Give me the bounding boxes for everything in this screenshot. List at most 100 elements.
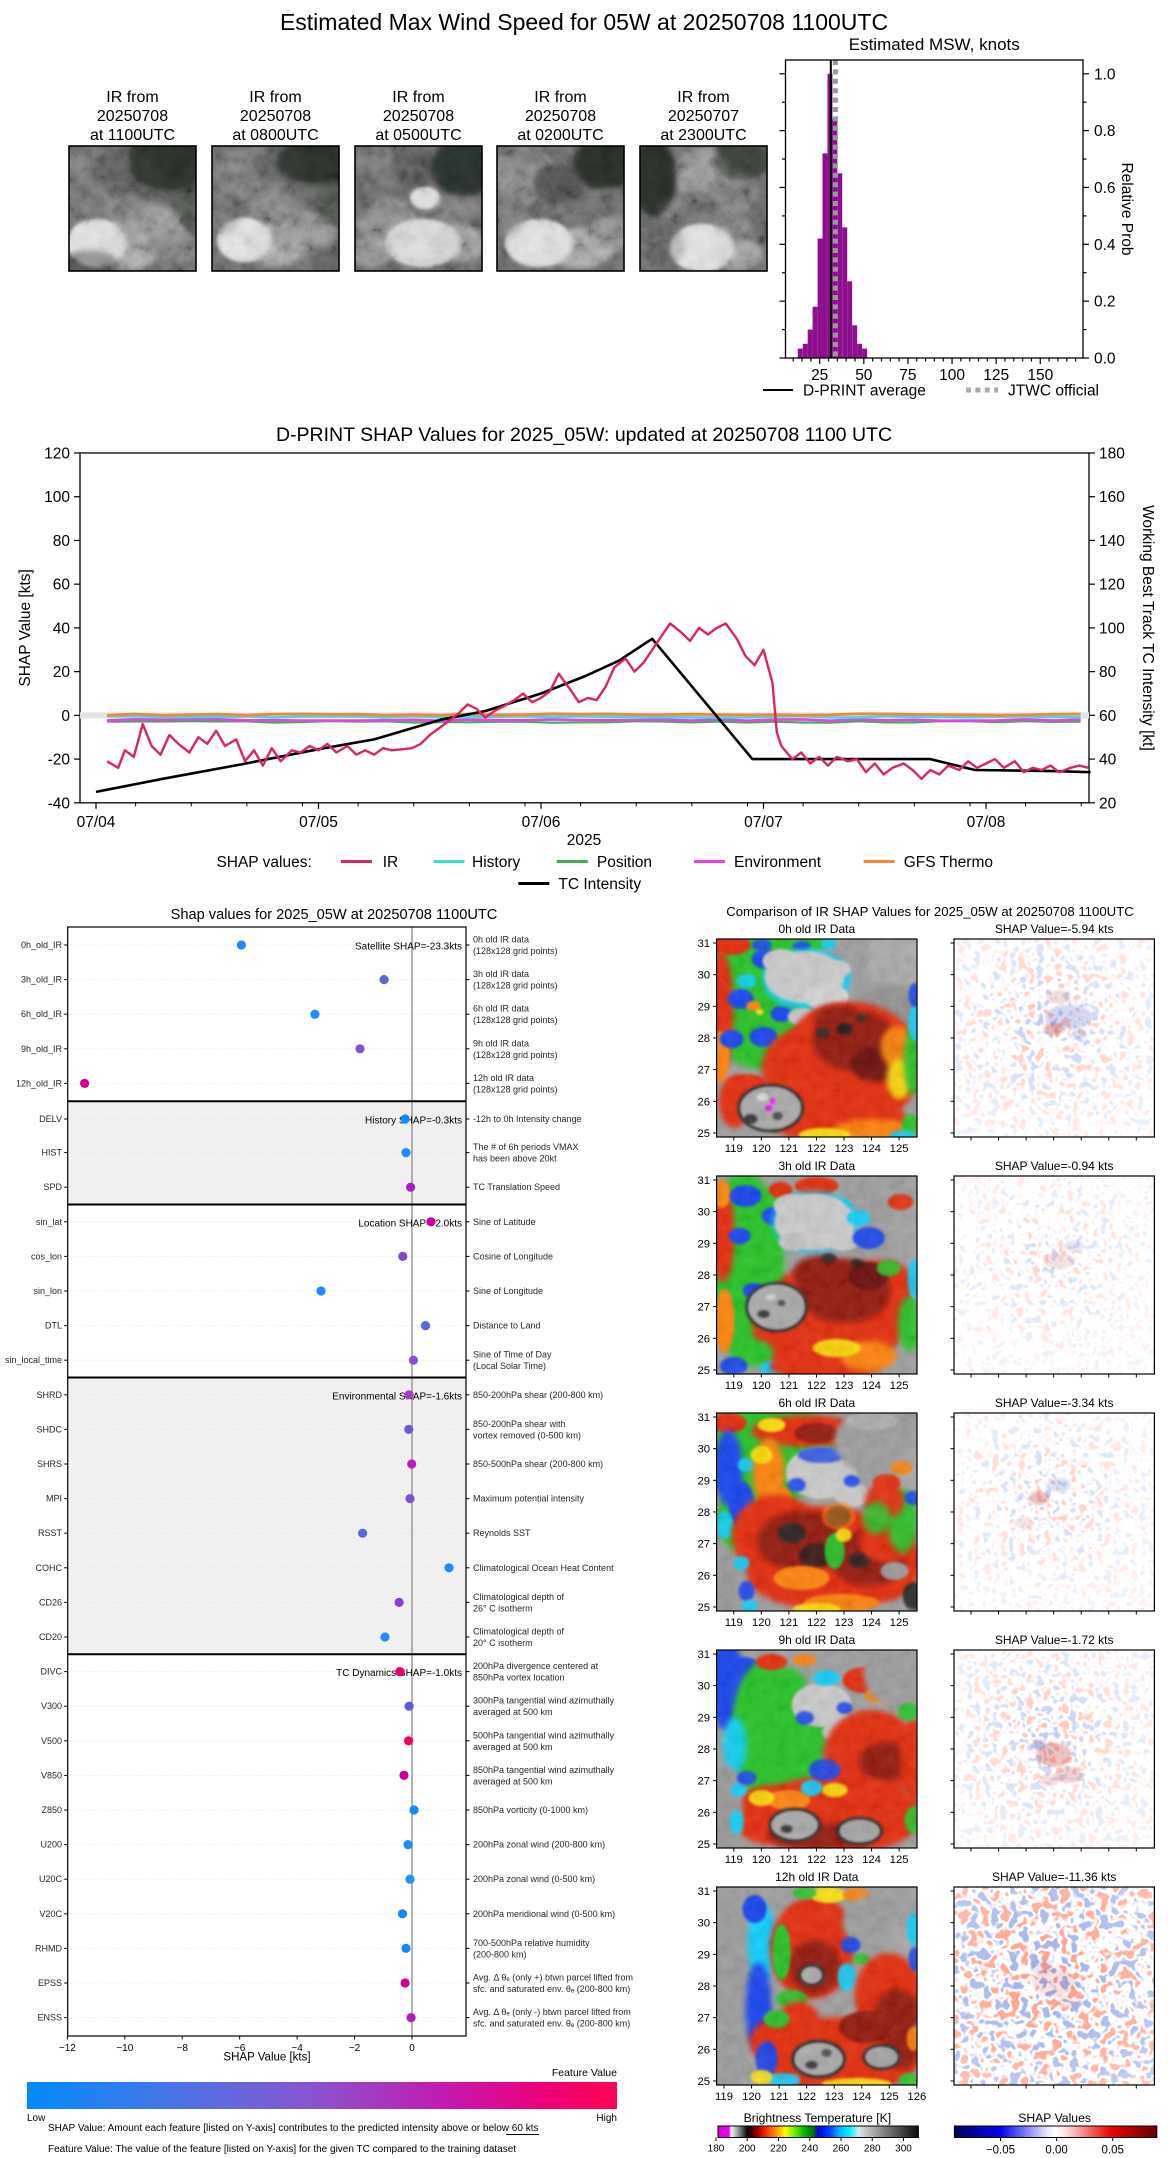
- svg-text:31: 31: [698, 1649, 711, 1661]
- svg-text:Estimated MSW, knots: Estimated MSW, knots: [849, 35, 1020, 54]
- svg-text:124: 124: [852, 2091, 871, 2103]
- svg-text:220: 220: [770, 2144, 787, 2155]
- svg-text:sin_lon: sin_lon: [33, 1286, 62, 1296]
- svg-text:1.0: 1.0: [1094, 66, 1116, 83]
- svg-text:IR from: IR from: [534, 89, 586, 106]
- svg-text:History: History: [472, 854, 520, 871]
- svg-text:60: 60: [53, 577, 71, 594]
- svg-text:(128x128 grid points): (128x128 grid points): [473, 1084, 558, 1094]
- svg-text:26: 26: [698, 1807, 711, 1819]
- svg-text:D-PRINT average: D-PRINT average: [803, 383, 926, 400]
- svg-text:120: 120: [742, 2091, 761, 2103]
- svg-text:-12h to 0h Intensity change: -12h to 0h Intensity change: [473, 1114, 582, 1124]
- svg-text:vortex removed (0-500 km): vortex removed (0-500 km): [473, 1430, 581, 1440]
- svg-text:26: 26: [698, 1096, 711, 1108]
- svg-text:Climatological depth of: Climatological depth of: [473, 1592, 565, 1602]
- svg-text:29: 29: [698, 1949, 711, 1961]
- svg-text:Feature Value: The value of th: Feature Value: The value of the feature …: [48, 2144, 516, 2155]
- svg-text:07/06: 07/06: [522, 814, 561, 831]
- svg-text:121: 121: [770, 2091, 789, 2103]
- svg-text:sin_lat: sin_lat: [36, 1217, 63, 1227]
- svg-text:Relative Prob: Relative Prob: [1118, 162, 1135, 255]
- svg-text:25: 25: [698, 1839, 711, 1851]
- svg-text:27: 27: [698, 1302, 711, 1314]
- svg-text:sin_local_time: sin_local_time: [5, 1355, 62, 1365]
- svg-text:Feature Value: Feature Value: [552, 2067, 617, 2079]
- svg-text:125: 125: [880, 2091, 899, 2103]
- svg-text:−10: −10: [116, 2043, 133, 2054]
- svg-text:Reynolds SST: Reynolds SST: [473, 1528, 531, 1538]
- svg-text:100: 100: [1099, 620, 1125, 637]
- svg-text:30: 30: [698, 1444, 711, 1456]
- svg-text:Maximum potential intensity: Maximum potential intensity: [473, 1494, 585, 1504]
- svg-text:31: 31: [698, 1412, 711, 1424]
- svg-text:at 0800UTC: at 0800UTC: [232, 127, 318, 144]
- svg-text:IR from: IR from: [392, 89, 444, 106]
- svg-text:ENSS: ENSS: [37, 2013, 62, 2023]
- svg-text:9h_old_IR: 9h_old_IR: [21, 1044, 63, 1054]
- svg-text:SHAP Value=-11.36 kts: SHAP Value=-11.36 kts: [992, 1870, 1116, 1884]
- svg-text:180: 180: [708, 2144, 725, 2155]
- svg-text:sfc. and saturated env. θₑ (20: sfc. and saturated env. θₑ (200-800 km): [473, 1984, 630, 1994]
- svg-text:31: 31: [698, 938, 711, 950]
- svg-text:20: 20: [1099, 795, 1117, 812]
- svg-text:(200-800 km): (200-800 km): [473, 1949, 527, 1959]
- svg-text:120: 120: [752, 1143, 771, 1155]
- svg-text:SHAP values:: SHAP values:: [216, 854, 311, 871]
- svg-text:25: 25: [698, 1602, 711, 1614]
- svg-text:0.0: 0.0: [1094, 351, 1116, 368]
- svg-text:126: 126: [907, 2091, 926, 2103]
- svg-text:Working Best Track TC Intensit: Working Best Track TC Intensity [kt]: [1139, 505, 1156, 751]
- svg-text:(128x128 grid points): (128x128 grid points): [473, 1015, 558, 1025]
- svg-text:40: 40: [53, 620, 71, 637]
- svg-text:averaged at 500 km: averaged at 500 km: [473, 1707, 553, 1717]
- svg-text:−6: −6: [234, 2043, 246, 2054]
- svg-text:DELV: DELV: [39, 1114, 62, 1124]
- svg-text:−2: −2: [349, 2043, 361, 2054]
- svg-text:119: 119: [725, 1143, 743, 1155]
- svg-text:120: 120: [752, 1854, 771, 1866]
- svg-text:180: 180: [1099, 445, 1125, 462]
- svg-text:200: 200: [739, 2144, 756, 2155]
- svg-text:280: 280: [864, 2144, 881, 2155]
- svg-text:500hPa tangential wind azimuth: 500hPa tangential wind azimuthally: [473, 1730, 615, 1740]
- svg-text:123: 123: [835, 1854, 854, 1866]
- svg-text:28: 28: [698, 1507, 711, 1519]
- svg-text:sfc. and saturated env. θₑ (20: sfc. and saturated env. θₑ (200-800 km): [473, 2019, 630, 2029]
- svg-text:300hPa tangential wind azimuth: 300hPa tangential wind azimuthally: [473, 1696, 615, 1706]
- svg-text:Avg. Δ θₑ (only -) btwn parcel: Avg. Δ θₑ (only -) btwn parcel lifted fr…: [473, 2007, 631, 2017]
- svg-text:20250708: 20250708: [383, 108, 454, 125]
- svg-text:850hPa vortex location: 850hPa vortex location: [473, 1673, 565, 1683]
- svg-text:160: 160: [1099, 489, 1125, 506]
- svg-text:28: 28: [698, 1981, 711, 1993]
- svg-text:29: 29: [698, 1712, 711, 1724]
- svg-text:26: 26: [698, 1570, 711, 1582]
- svg-text:Shap values for 2025_05W at 20: Shap values for 2025_05W at 20250708 110…: [171, 907, 498, 923]
- svg-text:Environment: Environment: [734, 854, 822, 871]
- svg-text:0.00: 0.00: [1045, 2145, 1067, 2157]
- svg-text:150: 150: [1027, 367, 1053, 384]
- svg-text:120: 120: [1099, 577, 1125, 594]
- svg-text:0h old IR Data: 0h old IR Data: [778, 922, 855, 936]
- svg-text:850-500hPa shear (200-800 km): 850-500hPa shear (200-800 km): [473, 1459, 603, 1469]
- svg-text:Position: Position: [597, 854, 652, 871]
- svg-text:300: 300: [895, 2144, 912, 2155]
- svg-text:IR from: IR from: [106, 89, 158, 106]
- svg-text:30: 30: [698, 970, 711, 982]
- svg-text:The # of 6h periods VMAX: The # of 6h periods VMAX: [473, 1142, 579, 1152]
- svg-text:at 2300UTC: at 2300UTC: [660, 127, 746, 144]
- svg-text:07/07: 07/07: [744, 814, 783, 831]
- svg-text:200hPa meridional wind (0-500: 200hPa meridional wind (0-500 km): [473, 1909, 615, 1919]
- svg-text:IR from: IR from: [249, 89, 301, 106]
- svg-text:27: 27: [698, 2013, 711, 2025]
- svg-text:122: 122: [807, 1380, 826, 1392]
- svg-text:260: 260: [833, 2144, 850, 2155]
- svg-text:121: 121: [779, 1143, 798, 1155]
- svg-text:History SHAP=-0.3kts: History SHAP=-0.3kts: [365, 1116, 462, 1127]
- svg-text:0.6: 0.6: [1094, 180, 1116, 197]
- svg-text:Avg. Δ θₑ (only +) btwn parcel: Avg. Δ θₑ (only +) btwn parcel lifted fr…: [473, 1973, 633, 1983]
- svg-text:30: 30: [698, 1918, 711, 1930]
- svg-text:Climatological depth of: Climatological depth of: [473, 1627, 565, 1637]
- svg-text:V850: V850: [41, 1770, 62, 1780]
- svg-text:Cosine of Longitude: Cosine of Longitude: [473, 1251, 553, 1261]
